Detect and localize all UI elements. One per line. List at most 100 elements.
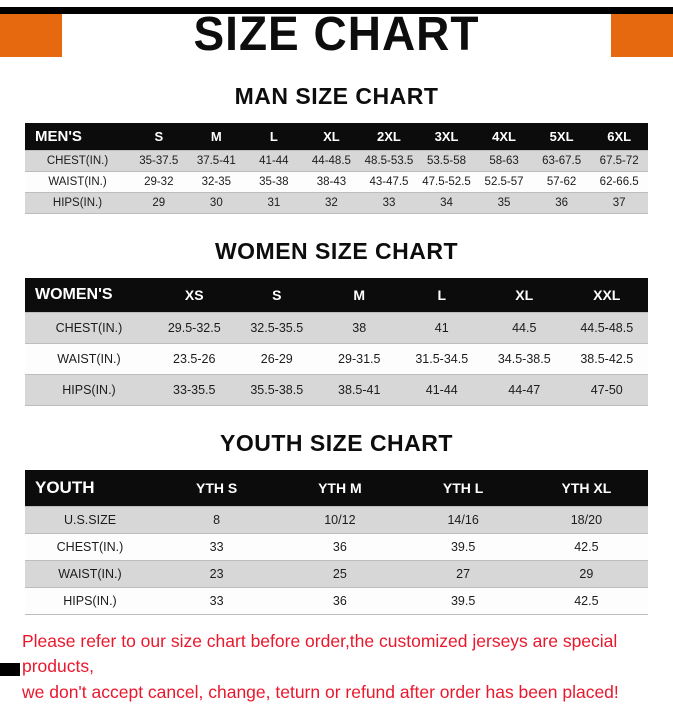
table-cell: 37 [612, 197, 626, 209]
men-size-table: MEN'S S M L XL 2XL 3XL 4XL 5XL 6XL CHEST… [25, 123, 648, 214]
youth-size-section: YOUTH SIZE CHART YOUTH YTH S YTH M YTH L… [0, 430, 673, 615]
table-cell: 44-48.5 [311, 155, 351, 167]
row-label: WAIST(IN.) [48, 176, 107, 188]
table-cell: 37.5-41 [196, 155, 236, 167]
table-row: WAIST(IN.) 23.5-26 26-29 29-31.5 31.5-34… [25, 343, 648, 375]
table-cell: 29.5-32.5 [167, 321, 221, 335]
table-cell: 29-31.5 [338, 352, 381, 366]
table-cell: 32.5-35.5 [250, 321, 304, 335]
row-label: WAIST(IN.) [58, 567, 122, 581]
row-label: CHEST(IN.) [55, 321, 123, 335]
table-cell: 58-63 [489, 155, 519, 167]
page-title: SIZE CHART [193, 5, 480, 61]
women-size-table: WOMEN'S XS S M L XL XXL CHEST(IN.) 29.5-… [25, 278, 648, 406]
footer-line-1: Please refer to our size chart before or… [22, 631, 618, 677]
table-cell: 38-43 [316, 176, 347, 188]
column-header: M [187, 123, 246, 151]
table-cell: 23.5-26 [173, 352, 216, 366]
column-header: 3XL [417, 123, 476, 151]
table-cell: 33 [209, 594, 224, 608]
table-cell: 32 [325, 197, 338, 209]
table-cell: 14/16 [447, 513, 479, 527]
row-label: WAIST(IN.) [57, 352, 121, 366]
column-header: XS [153, 278, 236, 313]
column-header: XXL [565, 278, 648, 313]
table-cell: 33 [382, 197, 396, 209]
table-header-row: YOUTH YTH S YTH M YTH L YTH XL [25, 470, 648, 507]
table-cell: 31.5-34.5 [415, 352, 469, 366]
table-cell: 27 [456, 567, 471, 581]
table-cell: 35-37.5 [139, 155, 179, 167]
table-cell: 29 [579, 567, 594, 581]
orange-corner-left [0, 9, 62, 57]
row-label: CHEST(IN.) [46, 155, 109, 167]
table-cell: 47.5-52.5 [422, 176, 471, 188]
column-header: 6XL [590, 123, 648, 151]
table-cell: 30 [209, 197, 223, 209]
row-label: HIPS(IN.) [62, 383, 116, 397]
table-row: HIPS(IN.) 29 30 31 32 33 34 35 36 37 [25, 192, 648, 214]
table-cell: 39.5 [450, 594, 476, 608]
column-header: XL [483, 278, 566, 313]
table-cell: 67.5-72 [599, 155, 639, 167]
column-header: YTH XL [524, 470, 648, 507]
table-cell: 44.5 [512, 321, 537, 335]
table-cell: 33 [209, 540, 224, 554]
table-cell: 18/20 [570, 513, 603, 527]
table-cell: 39.5 [450, 540, 476, 554]
column-header: M [318, 278, 401, 313]
youth-size-table: YOUTH YTH S YTH M YTH L YTH XL U.S.SIZE … [25, 470, 648, 615]
table-cell: 33-35.5 [173, 383, 216, 397]
table-cell: 38 [352, 321, 367, 335]
table-cell: 35.5-38.5 [250, 383, 304, 397]
table-cell: 53.5-58 [427, 155, 467, 167]
table-cell: 26-29 [260, 352, 293, 366]
row-label: CHEST(IN.) [56, 540, 124, 554]
table-cell: 47-50 [590, 383, 623, 397]
table-cell: 44-47 [508, 383, 541, 397]
table-cell: 41-44 [259, 155, 289, 167]
table-cell: 42.5 [574, 540, 599, 554]
table-cell: 52.5-57 [484, 176, 524, 188]
column-header: L [400, 278, 483, 313]
women-size-section: WOMEN SIZE CHART WOMEN'S XS S M L XL XXL… [0, 238, 673, 406]
table-cell: 31 [267, 197, 281, 209]
table-cell: 36 [332, 594, 347, 608]
table-row: CHEST(IN.) 33 36 39.5 42.5 [25, 533, 648, 561]
table-cell: 25 [332, 567, 347, 581]
table-title-cell: MEN'S [25, 123, 130, 151]
column-header: L [245, 123, 303, 151]
youth-section-heading: YOUTH SIZE CHART [220, 430, 453, 456]
table-cell: 44.5-48.5 [580, 321, 634, 335]
table-row: WAIST(IN.) 29-32 32-35 35-38 38-43 43-47… [25, 171, 648, 193]
table-cell: 34.5-38.5 [497, 352, 551, 366]
men-section-heading: MAN SIZE CHART [234, 83, 439, 109]
table-title-cell: YOUTH [25, 470, 155, 507]
table-cell: 62-66.5 [599, 176, 639, 188]
table-cell: 38.5-41 [338, 383, 381, 397]
table-row: WAIST(IN.) 23 25 27 29 [25, 560, 648, 588]
top-border-strip [0, 7, 673, 14]
table-cell: 34 [440, 197, 453, 209]
table-cell: 42.5 [574, 594, 599, 608]
table-cell: 35 [497, 197, 511, 209]
orange-corner-right [611, 9, 673, 57]
column-header: YTH M [278, 470, 402, 507]
men-size-section: MAN SIZE CHART MEN'S S M L XL 2XL 3XL 4X… [0, 83, 673, 214]
footer-disclaimer: Please refer to our size chart before or… [22, 629, 673, 705]
women-section-heading: WOMEN SIZE CHART [214, 238, 459, 264]
column-header: YTH S [155, 470, 279, 507]
column-header: XL [302, 123, 361, 151]
table-cell: 29 [152, 197, 166, 209]
table-header-row: MEN'S S M L XL 2XL 3XL 4XL 5XL 6XL [25, 123, 648, 151]
table-cell: 63-67.5 [542, 155, 582, 167]
column-header: 4XL [475, 123, 533, 151]
table-row: HIPS(IN.) 33-35.5 35.5-38.5 38.5-41 41-4… [25, 374, 648, 406]
table-cell: 29-32 [144, 176, 174, 188]
row-label: HIPS(IN.) [63, 594, 117, 608]
table-cell: 36 [555, 197, 568, 209]
table-cell: 43-47.5 [369, 176, 409, 188]
row-label: U.S.SIZE [63, 513, 117, 527]
table-cell: 57-62 [546, 176, 577, 188]
row-label: HIPS(IN.) [52, 197, 103, 209]
